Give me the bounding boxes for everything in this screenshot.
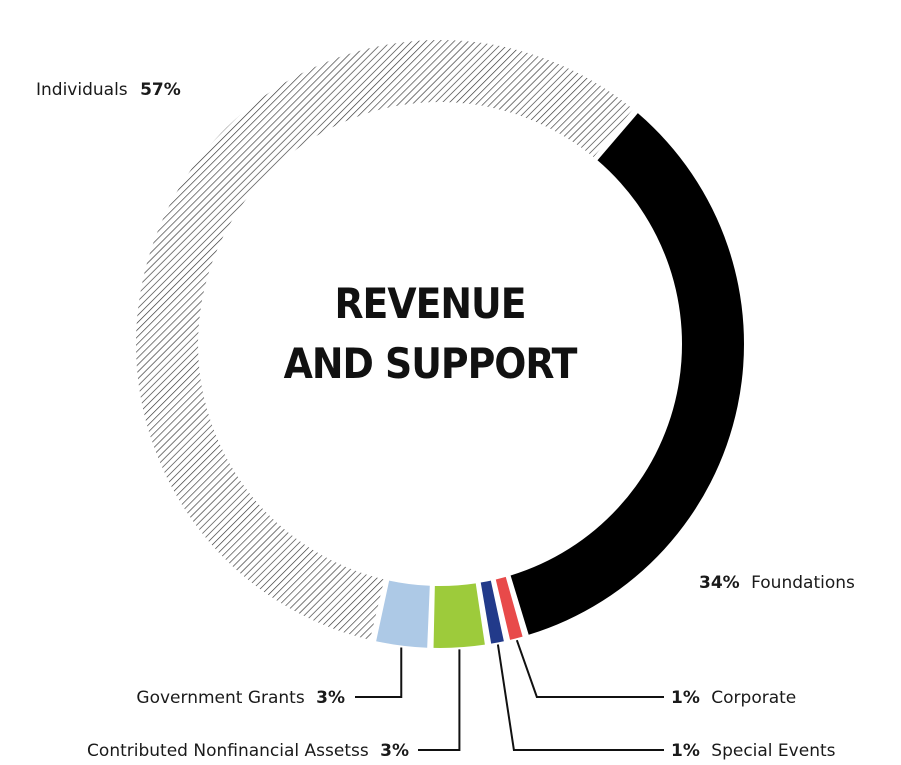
label-contributed-nonfinancial-pct: 3% <box>380 741 409 761</box>
chart-title-line-1: REVENUE <box>334 279 525 328</box>
label-government-grants: Government Grants 3% <box>136 688 345 708</box>
label-government-grants-name: Government Grants <box>136 688 304 708</box>
label-contributed-nonfinancial: Contributed Nonfinancial Assetss 3% <box>87 741 409 761</box>
leader-special-events <box>496 644 664 751</box>
slice-special-events <box>480 580 504 644</box>
chart-title-line-2: AND SUPPORT <box>284 339 578 388</box>
label-individuals-name: Individuals <box>36 80 128 100</box>
label-foundations: 34% Foundations <box>699 573 855 593</box>
label-special-events: 1% Special Events <box>671 741 836 761</box>
label-contributed-nonfinancial-name: Contributed Nonfinancial Assetss <box>87 741 369 761</box>
slice-foundations <box>510 113 744 635</box>
leader-contributed <box>418 649 461 751</box>
label-foundations-pct: 34% <box>699 573 740 593</box>
label-individuals-pct: 57% <box>140 80 181 100</box>
slice-government-grants <box>376 580 430 648</box>
leader-government-grants <box>355 647 403 698</box>
donut-slices <box>135 39 744 648</box>
label-corporate-name: Corporate <box>711 688 796 708</box>
leader-corporate <box>515 639 664 698</box>
slice-corporate <box>495 576 523 640</box>
label-special-events-name: Special Events <box>711 741 835 761</box>
slice-individuals <box>135 39 633 640</box>
label-individuals: Individuals 57% <box>36 80 181 100</box>
label-special-events-pct: 1% <box>671 741 700 761</box>
slice-contributed-nonfinancial-assetss <box>433 583 485 648</box>
label-government-grants-pct: 3% <box>316 688 345 708</box>
label-corporate: 1% Corporate <box>671 688 796 708</box>
label-corporate-pct: 1% <box>671 688 700 708</box>
label-foundations-name: Foundations <box>751 573 855 593</box>
leader-lines <box>355 639 664 751</box>
